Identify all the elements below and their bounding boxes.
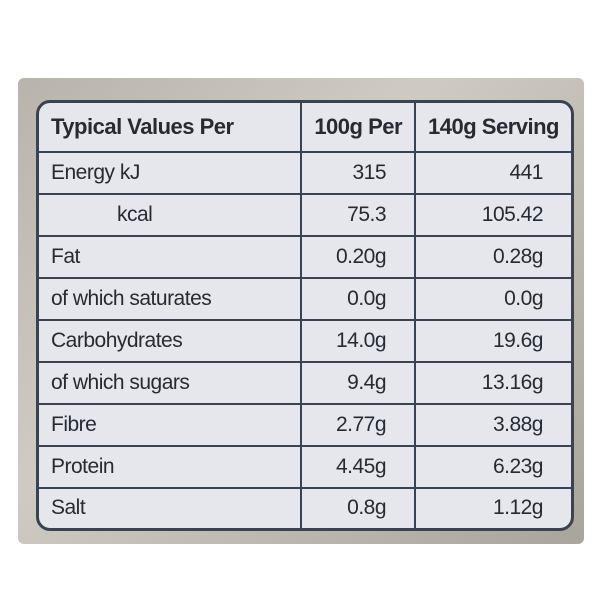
- nutrient-value: 75.3: [300, 192, 417, 237]
- nutrient-value: 3.88g: [414, 402, 571, 447]
- nutrient-row: Salt 0.8g 1.12g: [39, 486, 571, 528]
- nutrient-name: Fibre: [39, 402, 303, 447]
- nutrient-row: of which saturates 0.0g 0.0g: [39, 276, 571, 321]
- nutrient-row: kcal 75.3 105.42: [39, 192, 571, 237]
- nutrient-value: 1.12g: [414, 486, 571, 528]
- nutrient-value: 315: [300, 151, 417, 195]
- nutrient-value: 14.0g: [300, 318, 417, 363]
- nutrient-value: 9.4g: [300, 360, 417, 405]
- header-row: Typical Values Per 100g Per 140g Serving: [39, 103, 571, 153]
- nutrient-row: of which sugars 9.4g 13.16g: [39, 360, 571, 405]
- nutrient-row: Fat 0.20g 0.28g: [39, 234, 571, 279]
- nutrient-row: Protein 4.45g 6.23g: [39, 444, 571, 489]
- nutrient-value: 0.20g: [300, 234, 417, 279]
- header-cell: 140g Serving: [414, 103, 571, 153]
- nutrient-value: 441: [414, 151, 571, 195]
- nutrition-table: Typical Values Per 100g Per 140g Serving En…: [39, 103, 571, 528]
- nutrient-value: 0.0g: [300, 276, 417, 321]
- nutrient-value: 105.42: [414, 192, 571, 237]
- nutrient-name: of which saturates: [39, 276, 303, 321]
- nutrient-value: 2.77g: [300, 402, 417, 447]
- nutrient-name: Carbohydrates: [39, 318, 303, 363]
- nutrient-name: Energy kJ: [39, 151, 303, 195]
- header-cell: Typical Values Per: [39, 103, 303, 153]
- nutrition-label: Typical Values Per 100g Per 140g Serving En…: [36, 100, 574, 531]
- nutrient-value: 19.6g: [414, 318, 571, 363]
- nutrient-name: kcal: [39, 192, 303, 237]
- nutrient-value: 0.0g: [414, 276, 571, 321]
- nutrient-value: 0.8g: [300, 486, 417, 528]
- nutrient-row: Fibre 2.77g 3.88g: [39, 402, 571, 447]
- nutrient-name: of which sugars: [39, 360, 303, 405]
- nutrient-value: 6.23g: [414, 444, 571, 489]
- nutrient-name: Fat: [39, 234, 303, 279]
- nutrient-row: Carbohydrates 14.0g 19.6g: [39, 318, 571, 363]
- nutrient-name: Salt: [39, 486, 303, 528]
- nutrient-value: 4.45g: [300, 444, 417, 489]
- nutrient-row: Energy kJ 315 441: [39, 151, 571, 195]
- nutrient-value: 0.28g: [414, 234, 571, 279]
- header-cell: 100g Per: [300, 103, 417, 153]
- nutrient-name: Protein: [39, 444, 303, 489]
- nutrient-value: 13.16g: [414, 360, 571, 405]
